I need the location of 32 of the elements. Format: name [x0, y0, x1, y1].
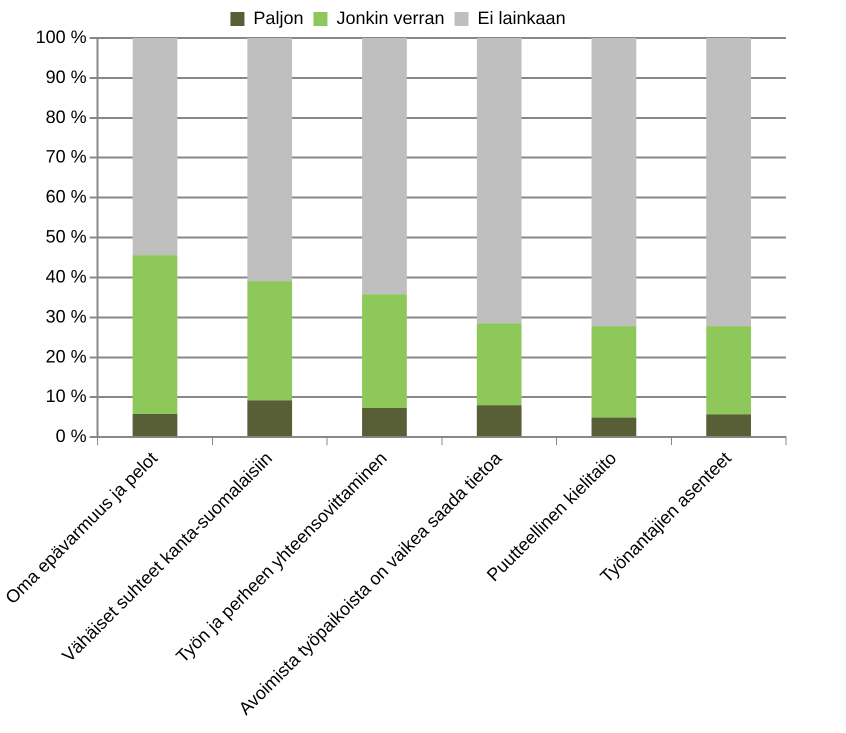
y-tick-label: 10 % — [46, 386, 87, 406]
bar — [706, 38, 752, 326]
legend-label: Paljon — [253, 8, 304, 28]
y-tick-label: 30 % — [46, 306, 87, 326]
y-tick-label: 0 % — [56, 426, 87, 446]
y-tick-label: 60 % — [46, 186, 87, 207]
y-tick-label: 90 % — [46, 66, 87, 87]
bar — [132, 414, 178, 436]
y-tick-label: 100 % — [36, 26, 87, 47]
bar — [247, 400, 292, 436]
bar — [247, 281, 292, 400]
bar — [476, 323, 522, 406]
bar — [362, 294, 407, 408]
bar — [132, 38, 178, 256]
bar — [476, 405, 522, 436]
y-tick-label: 50 % — [46, 226, 87, 247]
bar — [592, 326, 636, 418]
y-tick-label: 70 % — [46, 146, 87, 167]
legend-label: Jonkin verran — [336, 8, 445, 28]
y-tick-label: 20 % — [46, 346, 87, 366]
bar — [132, 255, 178, 414]
legend-label: Ei lainkaan — [478, 8, 566, 28]
bar — [362, 408, 407, 436]
y-tick-label: 80 % — [46, 106, 87, 127]
bar — [706, 326, 752, 414]
bar — [362, 38, 407, 294]
bar — [592, 38, 636, 326]
bar — [247, 38, 292, 282]
y-tick-label: 40 % — [46, 266, 87, 286]
bar — [476, 38, 522, 324]
bar — [592, 418, 636, 436]
bar — [706, 414, 752, 436]
